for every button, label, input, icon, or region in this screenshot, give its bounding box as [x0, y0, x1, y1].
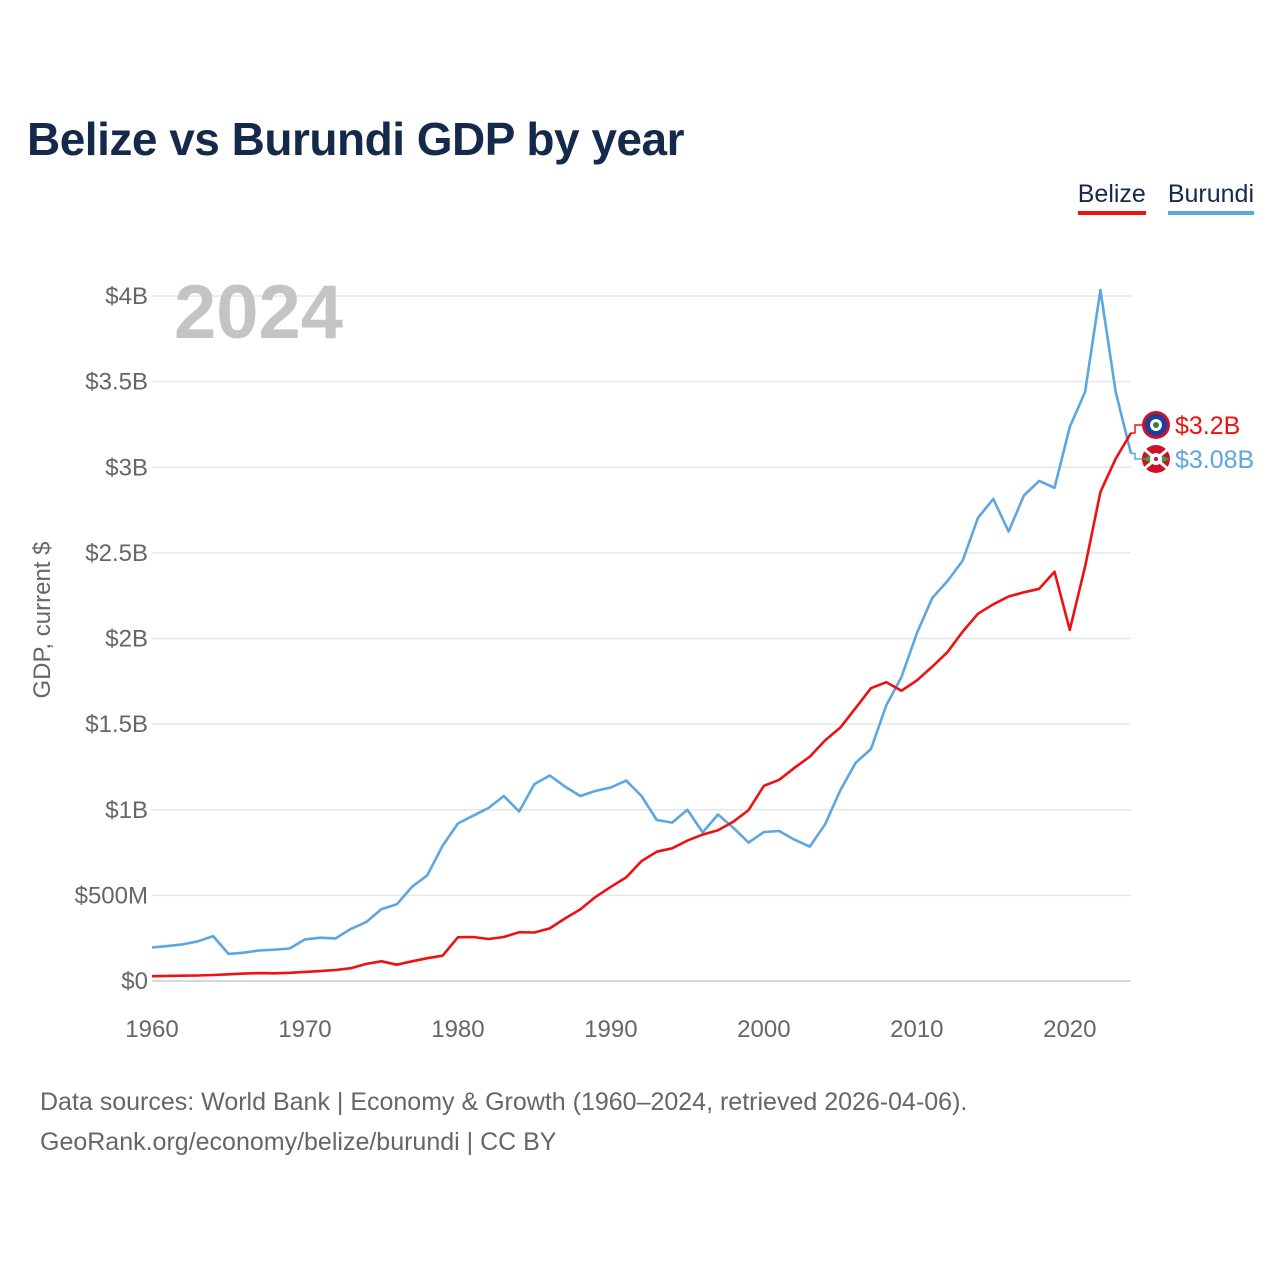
series-line-burundi	[151, 288, 1133, 956]
series-end-markers: $3.2B $3.08B	[1131, 411, 1254, 474]
x-tick-label: 1990	[584, 1016, 637, 1043]
x-tick-label: 1970	[278, 1016, 331, 1043]
end-label-burundi: $3.08B	[1175, 446, 1254, 474]
x-tick-label: 2010	[890, 1016, 943, 1043]
legend-item-belize[interactable]: Belize	[1077, 180, 1146, 215]
x-tick-label: 1980	[431, 1016, 484, 1043]
y-tick-label: $0	[121, 968, 148, 995]
y-axis-tick-labels: $0 $500M $1B $1.5B $2B $2.5B $3B $3.5B $4B	[75, 283, 148, 995]
source-line-1: Data sources: World Bank | Economy & Gro…	[40, 1088, 968, 1116]
end-label-belize: $3.2B	[1175, 412, 1240, 440]
y-tick-label: $500M	[75, 882, 148, 909]
legend: Belize Burundi	[1077, 180, 1254, 215]
series-lines	[151, 288, 1133, 978]
source-note: Data sources: World Bank | Economy & Gro…	[40, 1082, 967, 1162]
series-line-belize	[151, 432, 1133, 978]
y-tick-label: $1.5B	[85, 711, 148, 738]
y-tick-label: $3.5B	[85, 369, 148, 396]
gdp-line-chart: 2024 $0$500M$1B$1.5B$2B$2.5B$3B$3.5B$4B …	[29, 270, 1254, 1043]
legend-item-burundi[interactable]: Burundi	[1167, 180, 1254, 215]
belize-flag-icon	[1142, 411, 1170, 439]
y-axis-label: GDP, current $	[29, 542, 56, 699]
leader-line-burundi	[1131, 452, 1142, 460]
x-tick-label: 2000	[737, 1016, 790, 1043]
burundi-flag-icon	[1142, 445, 1170, 473]
year-watermark: 2024	[174, 270, 343, 355]
y-tick-label: $2B	[105, 626, 148, 653]
y-tick-label: $4B	[105, 283, 148, 310]
leader-line-belize	[1131, 424, 1142, 434]
y-tick-label: $1B	[105, 797, 148, 824]
gridlines	[152, 295, 1131, 982]
source-line-2: GeoRank.org/economy/belize/burundi | CC …	[40, 1128, 557, 1156]
y-tick-label: $3B	[105, 454, 148, 481]
x-tick-label: 2020	[1043, 1016, 1096, 1043]
x-axis-tick-labels: 1960 1970 1980 1990 2000 2010 2020	[125, 1016, 1096, 1043]
chart-title: Belize vs Burundi GDP by year	[27, 113, 685, 165]
x-tick-label: 1960	[125, 1016, 178, 1043]
y-tick-label: $2.5B	[85, 540, 148, 567]
